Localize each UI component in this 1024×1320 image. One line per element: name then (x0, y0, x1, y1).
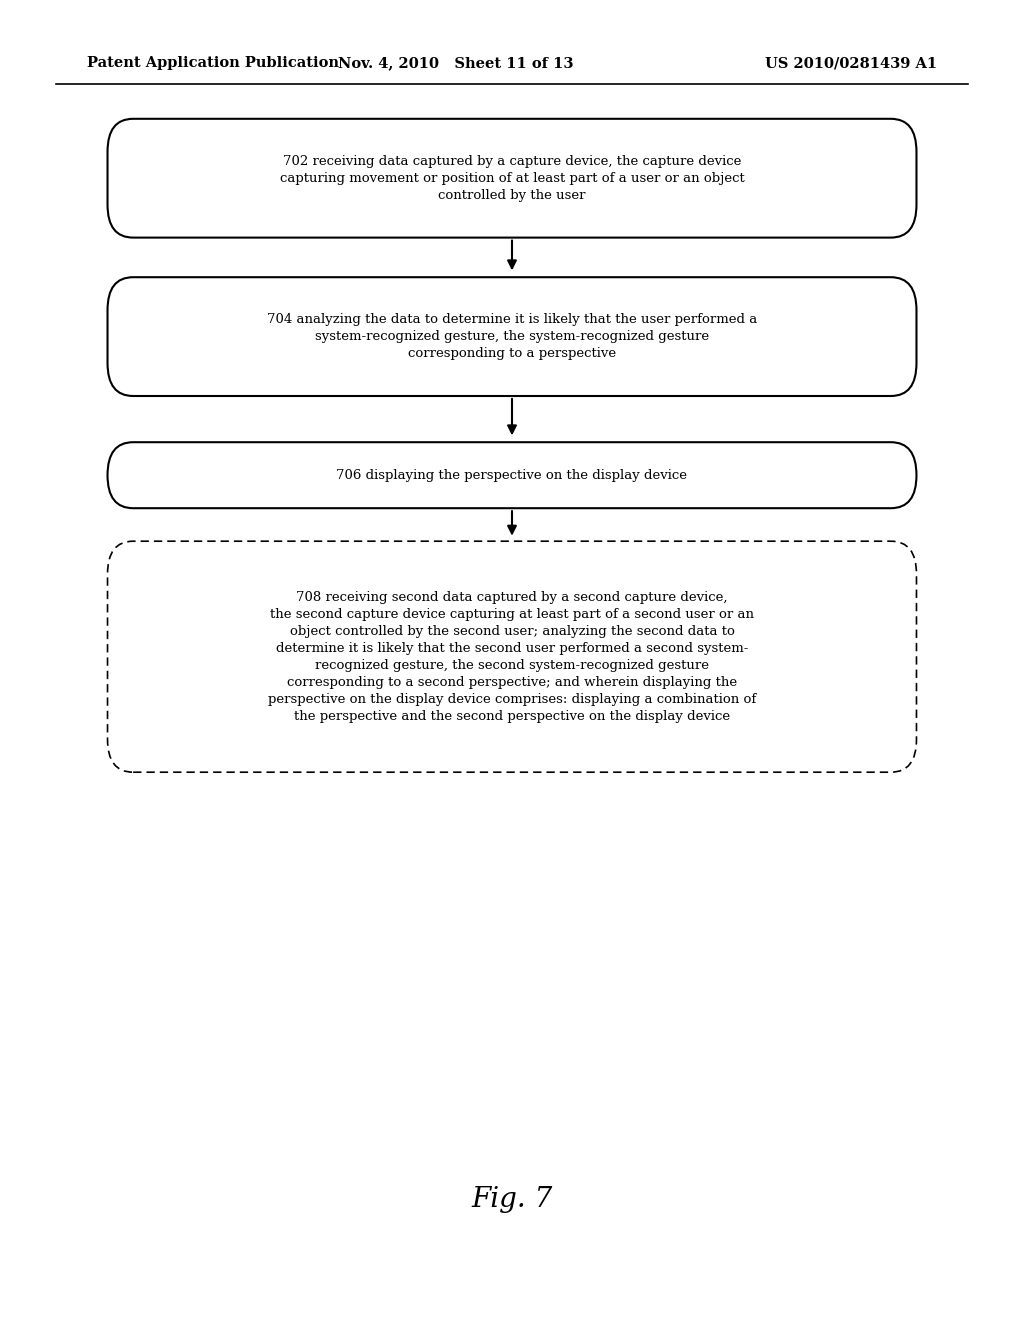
Text: Fig. 7: Fig. 7 (471, 1187, 553, 1213)
FancyBboxPatch shape (108, 277, 916, 396)
Text: 704 analyzing the data to determine it is likely that the user performed a
syste: 704 analyzing the data to determine it i… (267, 313, 757, 360)
Text: 702 receiving data captured by a capture device, the capture device
capturing mo: 702 receiving data captured by a capture… (280, 154, 744, 202)
FancyBboxPatch shape (108, 442, 916, 508)
FancyBboxPatch shape (108, 541, 916, 772)
Text: Nov. 4, 2010   Sheet 11 of 13: Nov. 4, 2010 Sheet 11 of 13 (338, 57, 573, 70)
Text: 708 receiving second data captured by a second capture device,
the second captur: 708 receiving second data captured by a … (268, 591, 756, 723)
Text: Patent Application Publication: Patent Application Publication (87, 57, 339, 70)
Text: US 2010/0281439 A1: US 2010/0281439 A1 (765, 57, 937, 70)
FancyBboxPatch shape (108, 119, 916, 238)
Text: 706 displaying the perspective on the display device: 706 displaying the perspective on the di… (337, 469, 687, 482)
